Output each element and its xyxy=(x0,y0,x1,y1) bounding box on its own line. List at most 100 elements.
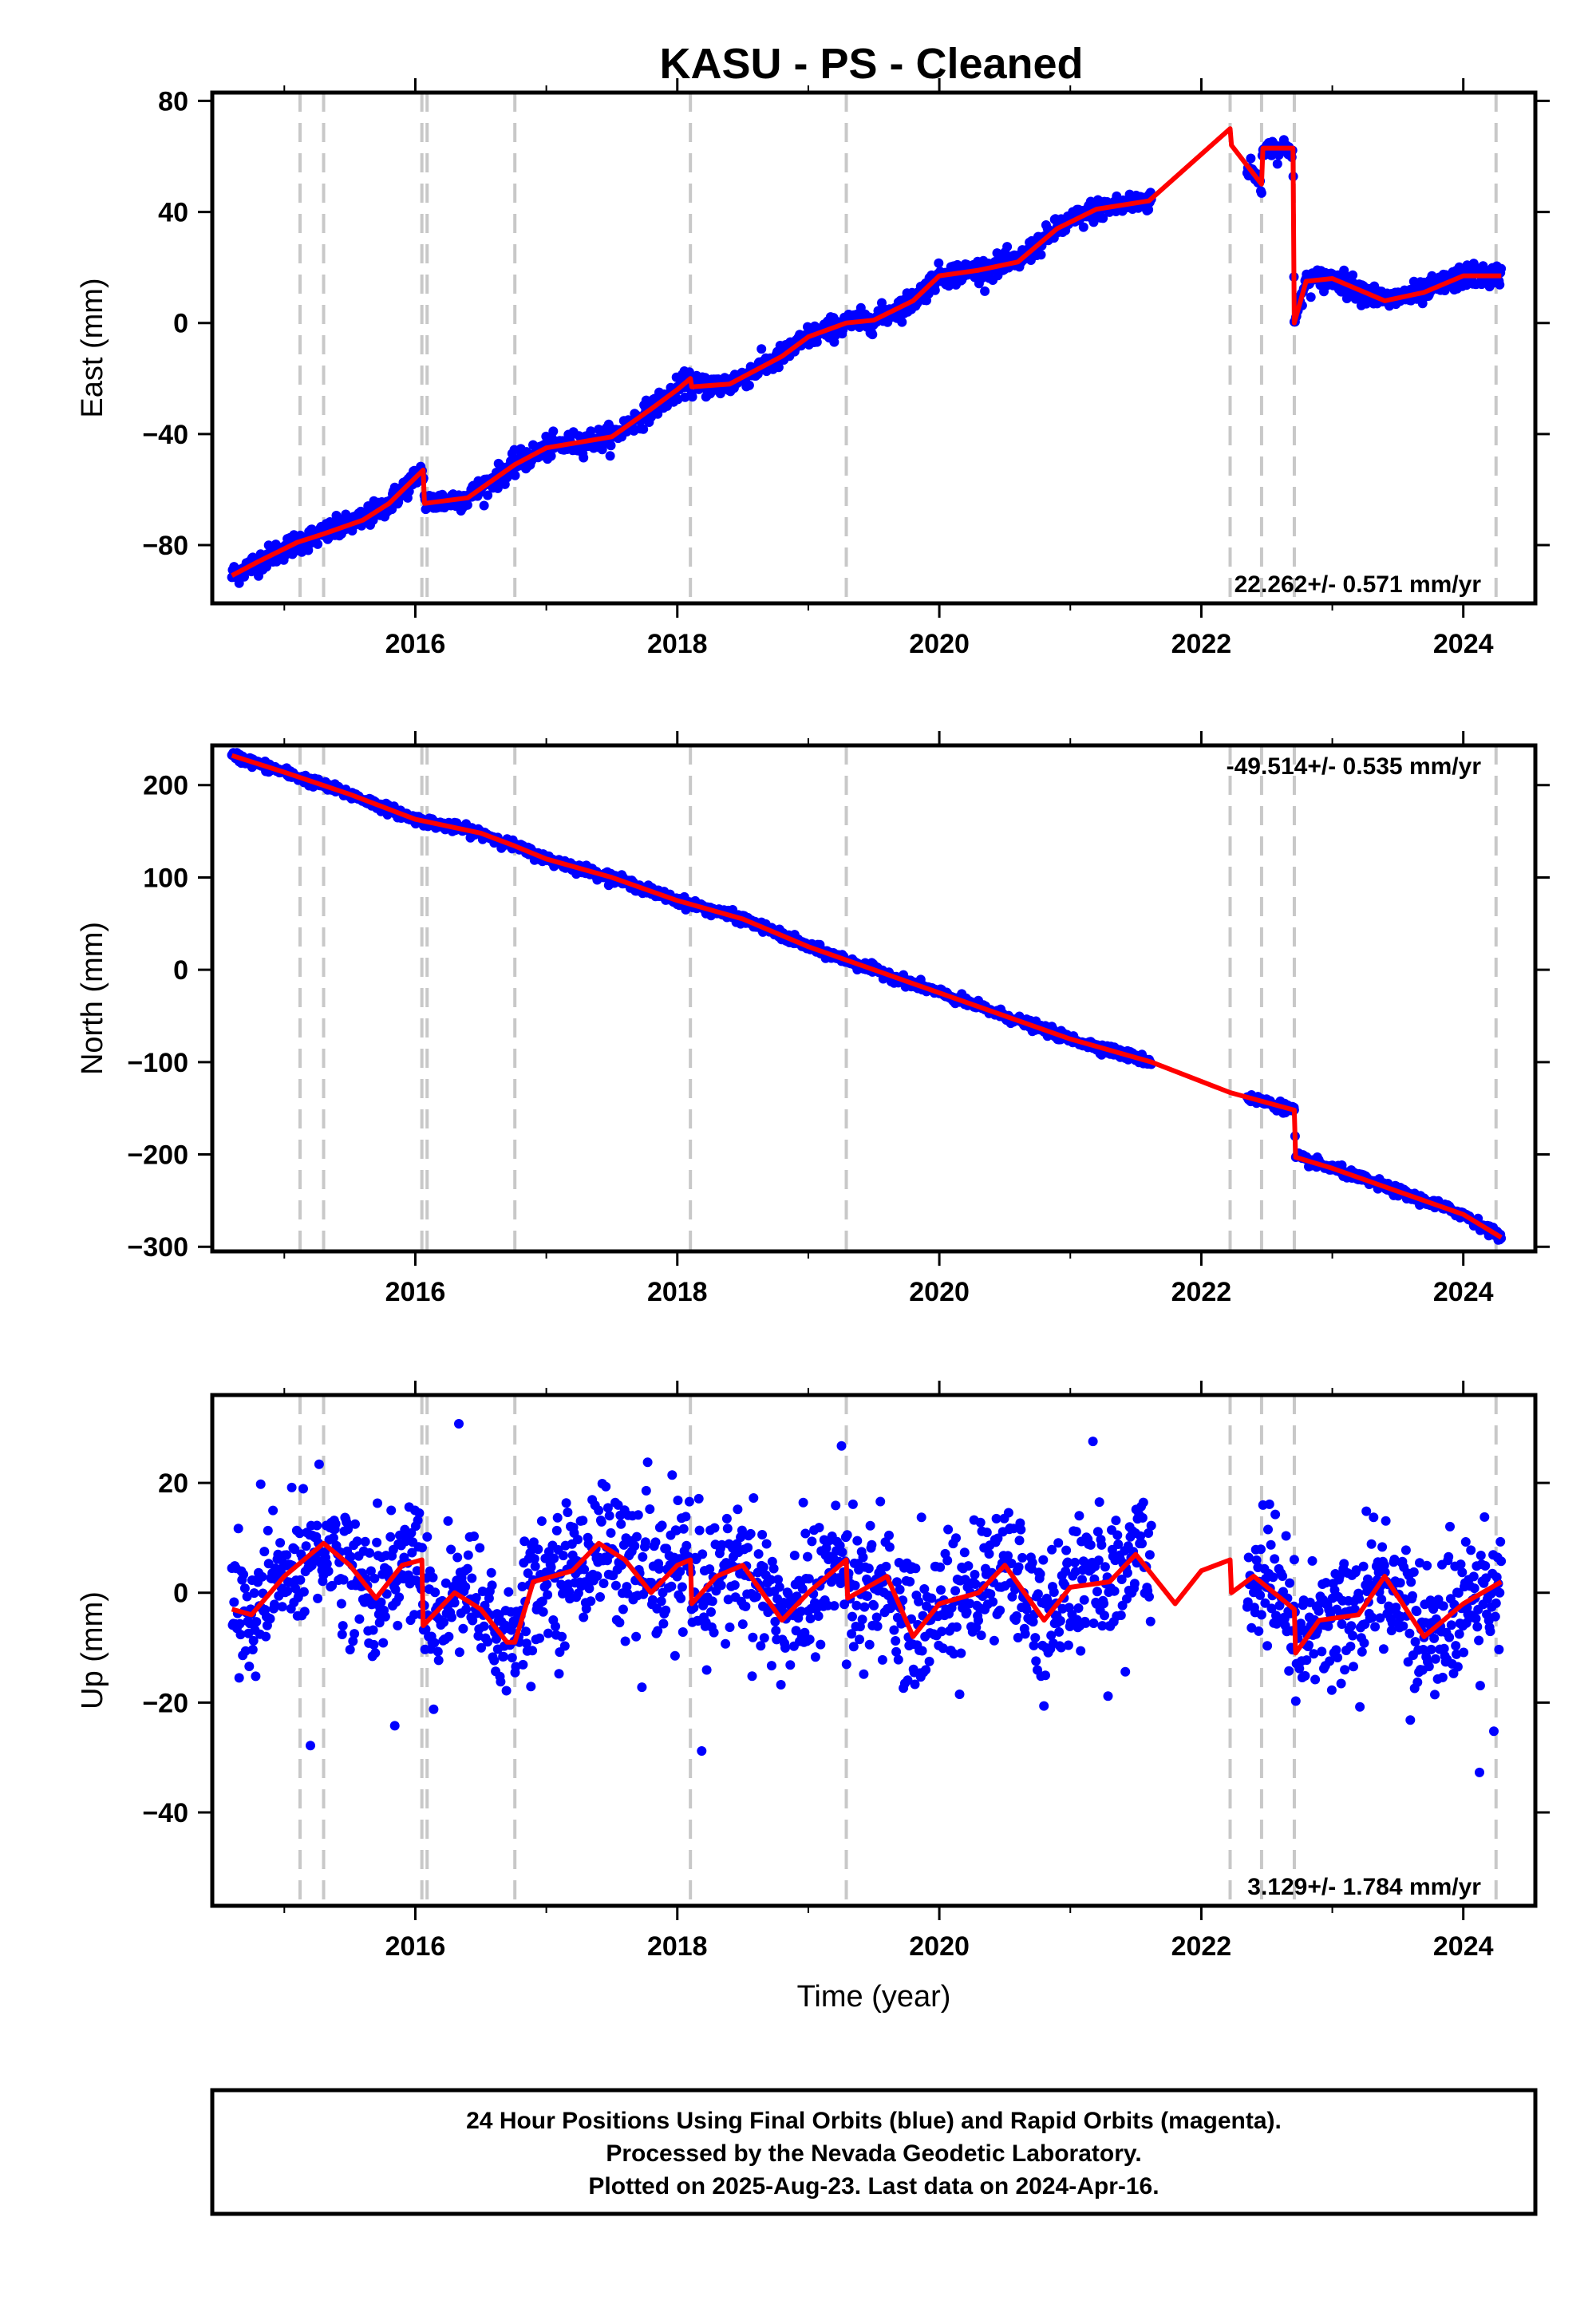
up-data-point xyxy=(942,1555,952,1565)
up-data-point xyxy=(752,1592,761,1602)
up-data-point xyxy=(562,1498,571,1508)
up-data-point xyxy=(278,1602,287,1611)
up-data-point xyxy=(605,1511,614,1520)
up-data-point xyxy=(434,1655,444,1665)
east-data-point xyxy=(745,381,754,390)
up-data-point xyxy=(746,1529,756,1539)
up-data-point xyxy=(458,1624,468,1634)
up-data-point xyxy=(1409,1567,1419,1577)
up-data-point xyxy=(960,1547,970,1557)
up-data-point xyxy=(606,1528,616,1538)
up-data-point xyxy=(578,1516,587,1525)
up-data-point xyxy=(1369,1512,1378,1522)
east-ylabel: East (mm) xyxy=(76,278,109,417)
up-data-point xyxy=(339,1575,349,1585)
up-data-point xyxy=(977,1630,986,1640)
up-data-point xyxy=(1357,1647,1367,1657)
up-data-point xyxy=(842,1659,851,1669)
north-ytick-label: 200 xyxy=(143,771,188,801)
up-data-point xyxy=(1137,1539,1147,1548)
east-xtick-label: 2024 xyxy=(1433,629,1494,659)
up-data-point xyxy=(592,1571,602,1581)
up-data-point xyxy=(738,1619,748,1629)
up-data-point xyxy=(429,1705,438,1714)
up-data-point xyxy=(889,1626,899,1635)
up-data-point xyxy=(1360,1638,1369,1648)
up-data-point xyxy=(1427,1645,1436,1654)
up-data-point xyxy=(446,1545,456,1555)
up-data-point xyxy=(875,1497,885,1507)
up-data-point xyxy=(762,1539,772,1549)
up-data-point xyxy=(894,1655,903,1665)
up-data-point xyxy=(1016,1525,1025,1535)
up-data-point xyxy=(1270,1554,1279,1563)
up-data-point xyxy=(1291,1697,1301,1706)
up-data-point xyxy=(807,1536,816,1546)
up-data-point xyxy=(563,1508,572,1517)
up-data-point xyxy=(386,1506,396,1516)
east-data-point xyxy=(1037,250,1046,259)
north-ytick-label: −200 xyxy=(127,1140,188,1171)
up-data-point xyxy=(1327,1686,1337,1695)
up-data-point xyxy=(1138,1513,1148,1523)
up-data-point xyxy=(258,1572,267,1582)
up-data-point xyxy=(748,1671,757,1681)
up-data-point xyxy=(1070,1558,1080,1567)
up-data-point xyxy=(951,1533,961,1543)
up-data-point xyxy=(674,1496,683,1505)
up-data-point xyxy=(1147,1521,1156,1531)
up-data-point xyxy=(1398,1622,1408,1631)
up-data-point xyxy=(370,1648,380,1658)
north-xtick-label: 2020 xyxy=(909,1277,970,1307)
up-data-point xyxy=(531,1562,540,1571)
up-data-point xyxy=(1099,1599,1108,1608)
up-data-point xyxy=(1354,1595,1364,1604)
up-data-point xyxy=(378,1638,388,1648)
up-data-point xyxy=(1408,1591,1417,1601)
up-data-point xyxy=(496,1677,505,1686)
up-data-point xyxy=(976,1518,986,1528)
up-data-point xyxy=(851,1581,860,1591)
east-data-point xyxy=(688,392,697,401)
up-data-point xyxy=(697,1549,707,1559)
east-xtick-label: 2016 xyxy=(385,629,446,659)
up-data-point xyxy=(1072,1527,1081,1536)
up-data-point xyxy=(1349,1662,1358,1671)
east-data-point xyxy=(897,318,907,327)
up-data-point xyxy=(1014,1563,1024,1572)
up-data-point xyxy=(429,1638,439,1647)
up-data-point xyxy=(261,1632,271,1642)
up-data-point xyxy=(480,1622,489,1631)
up-data-point xyxy=(557,1632,567,1642)
up-data-point xyxy=(599,1579,609,1588)
east-ytick-label: 0 xyxy=(173,309,188,339)
up-data-point xyxy=(775,1583,784,1592)
up-data-point xyxy=(1012,1611,1021,1621)
east-ytick-label: 80 xyxy=(158,86,188,117)
up-data-point xyxy=(872,1613,882,1622)
up-data-point xyxy=(760,1633,769,1642)
up-data-point xyxy=(974,1616,983,1626)
up-data-point xyxy=(594,1506,603,1516)
up-data-point xyxy=(1451,1641,1460,1650)
up-data-point xyxy=(721,1639,730,1649)
up-data-point xyxy=(1412,1607,1421,1616)
up-data-point xyxy=(1339,1559,1349,1568)
up-data-point xyxy=(1422,1561,1432,1571)
up-data-point xyxy=(881,1562,891,1571)
up-data-point xyxy=(1092,1587,1102,1596)
up-data-point xyxy=(921,1665,930,1674)
up-data-point xyxy=(518,1660,527,1670)
up-data-point xyxy=(1377,1595,1386,1604)
up-data-point xyxy=(950,1586,960,1595)
up-data-point xyxy=(346,1645,355,1654)
up-data-point xyxy=(843,1530,852,1539)
up-data-point xyxy=(361,1537,370,1547)
up-data-point xyxy=(855,1634,864,1644)
up-data-point xyxy=(549,1554,559,1563)
up-data-point xyxy=(601,1482,610,1492)
up-data-point xyxy=(381,1612,390,1622)
up-data-point xyxy=(670,1651,680,1661)
up-data-point xyxy=(936,1585,946,1595)
up-data-point xyxy=(552,1526,562,1535)
